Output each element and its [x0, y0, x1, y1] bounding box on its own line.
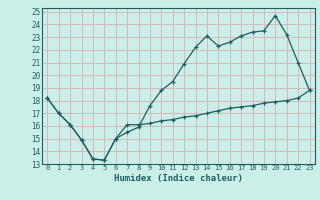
X-axis label: Humidex (Indice chaleur): Humidex (Indice chaleur) — [114, 174, 243, 183]
